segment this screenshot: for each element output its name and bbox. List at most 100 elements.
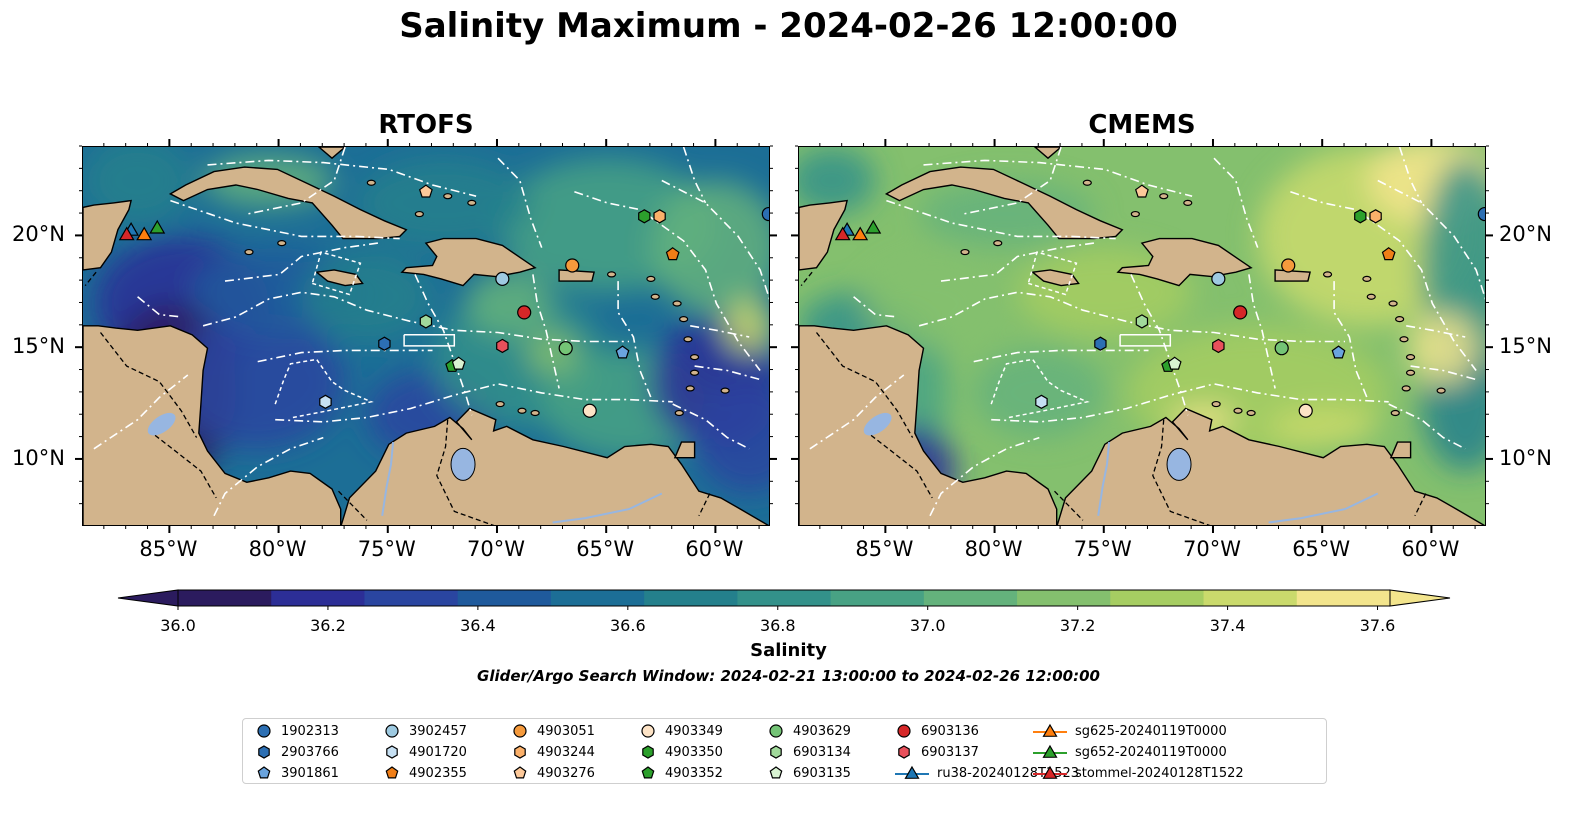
legend-item: 4903276 [511, 764, 595, 782]
eez-boundary [224, 242, 379, 282]
eez-boundary [886, 199, 1116, 240]
legend-label: 4903244 [537, 744, 595, 760]
legend-pentagon-marker [641, 766, 655, 779]
island [1436, 387, 1446, 394]
island [1211, 400, 1221, 408]
legend-marker-icon [1033, 744, 1067, 758]
eez-boundary [672, 403, 750, 450]
glider-stommel-20240128T1522 [834, 226, 851, 241]
colorbar-label: Salinity [750, 640, 827, 661]
land-bahamas-1 [317, 147, 347, 160]
legend-label: 2903766 [281, 744, 339, 760]
legend-label: 4901720 [409, 744, 467, 760]
legend-label: 6903136 [921, 723, 979, 739]
island [366, 179, 376, 186]
island [277, 240, 287, 247]
legend-marker-icon [898, 745, 910, 759]
lake-maracaibo [450, 447, 476, 481]
eez-boundary [1248, 274, 1276, 389]
eez-boundary [170, 199, 400, 240]
colorbar-segment [364, 590, 459, 606]
legend-label: 6903137 [921, 744, 979, 760]
legend-pentagon-marker [385, 766, 399, 779]
island [495, 400, 505, 408]
country-border [436, 419, 495, 525]
colorbar-segment [644, 590, 738, 606]
colorbar-segment [830, 590, 925, 606]
map-panel-cmems[interactable] [798, 146, 1486, 526]
obs-6903137 [1212, 338, 1225, 354]
protected-area-outline [1119, 334, 1172, 347]
legend-hexagon-marker [770, 745, 782, 759]
obs-6903136 [1233, 305, 1248, 320]
island [685, 385, 695, 392]
obs-6903135 [451, 356, 466, 370]
salinity-patch [799, 147, 876, 215]
obs-3901861 [1331, 345, 1346, 359]
country-border [870, 434, 933, 499]
eez-boundary [929, 436, 1040, 517]
legend-item: 3902457 [383, 722, 467, 740]
island [720, 387, 730, 394]
legend-item: 6903137 [895, 743, 979, 761]
glider-sg625-20240119T0000 [852, 226, 869, 241]
island [1390, 409, 1400, 417]
protected-area-outline [403, 334, 456, 347]
salinity-patch [694, 381, 769, 494]
obs-4903350 [1354, 209, 1367, 224]
land-puerto-rico [558, 269, 595, 282]
obs-4903629 [1274, 341, 1289, 356]
obs-6903134 [419, 314, 433, 329]
island [672, 300, 682, 307]
country-border [1152, 419, 1211, 525]
land-bahamas-1 [1033, 147, 1063, 160]
obs-2903766 [378, 336, 391, 351]
eez-boundary [1333, 281, 1368, 398]
land-yucatan [799, 199, 849, 271]
salinity-patch [650, 180, 769, 315]
island [646, 275, 656, 282]
legend-item: stommel-20240128T1522 [1033, 764, 1244, 782]
river [552, 492, 663, 524]
obs-4903051 [565, 258, 580, 273]
island [606, 271, 617, 278]
legend-circle-marker [641, 724, 655, 738]
legend-hexagon-marker [898, 745, 910, 759]
land-south-america [1056, 407, 1485, 525]
lon-tick-label: 75°W [1073, 537, 1132, 561]
legend-triangle-marker [1042, 765, 1058, 779]
protected-area-outline [311, 251, 362, 296]
salinity-patch [301, 252, 433, 342]
protected-area-outline [1027, 251, 1078, 296]
land-yucatan [83, 199, 133, 271]
island [1130, 210, 1140, 218]
island [1082, 179, 1092, 186]
eez-boundary [690, 325, 750, 338]
map-panel-rtofs[interactable] [82, 146, 770, 526]
island [244, 248, 254, 256]
lon-tick-label: 70°W [1182, 537, 1241, 561]
legend-marker-icon [769, 766, 783, 779]
legend-hexagon-marker [514, 745, 526, 759]
legend-item: 4903349 [639, 722, 723, 740]
eez-boundary [923, 159, 1193, 197]
obs-2903766 [1094, 336, 1107, 351]
country-border [698, 493, 711, 517]
legend-marker-icon [258, 745, 270, 759]
salinity-patch [864, 258, 996, 349]
eez-boundary [532, 274, 560, 389]
lake-nicaragua [147, 412, 176, 436]
legend-pentagon-marker [513, 766, 527, 779]
colorbar [117, 589, 1451, 610]
legend-item: 6903134 [767, 743, 851, 761]
legend-hexagon-marker [258, 745, 270, 759]
country-border [1414, 493, 1427, 517]
salinity-map-rtofs [83, 147, 769, 525]
legend-label: sg625-20240119T0000 [1075, 723, 1227, 739]
legend-marker-icon [769, 724, 783, 738]
obs-4903276 [418, 184, 433, 198]
legend-item: 6903136 [895, 722, 979, 740]
colorbar-extend-high [1389, 589, 1451, 607]
island [650, 293, 660, 300]
obs-6903136 [517, 305, 532, 320]
